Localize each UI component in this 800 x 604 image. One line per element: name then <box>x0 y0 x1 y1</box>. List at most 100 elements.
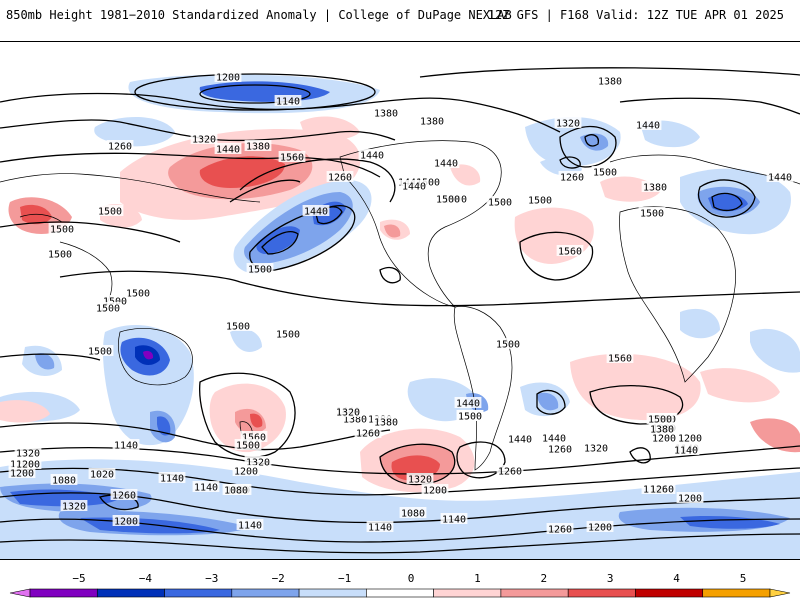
contour-label: 1200 <box>423 486 447 497</box>
contour-label: 1500 <box>593 168 617 179</box>
positive-anomaly-region <box>0 400 50 423</box>
colorbar-tick-label: −5 <box>72 572 85 585</box>
contour-label: 1380 <box>420 117 444 128</box>
contour-label: 1560 <box>280 153 304 164</box>
contour-label: 1320 <box>408 475 432 486</box>
contour-label: 1440 <box>360 151 384 162</box>
colorbar-tick-label: 0 <box>408 572 415 585</box>
colorbar-swatch <box>433 588 502 598</box>
contour-label: 1320 <box>584 444 608 455</box>
contour-label: 1260 <box>108 142 132 153</box>
positive-anomaly-region <box>700 368 780 403</box>
negative-anomaly-region <box>750 328 800 373</box>
contour-label: 1260 <box>548 445 572 456</box>
positive-anomaly-region <box>384 224 401 238</box>
anomaly-colorbar: −5 −4 −3 −2 −1 0 1 2 3 4 5 <box>0 560 800 600</box>
contour-label: 1500 <box>98 207 122 218</box>
negative-anomaly-region <box>680 308 720 339</box>
colorbar-tick-label: −2 <box>272 572 285 585</box>
contour-label: 1140 <box>160 474 184 485</box>
contour-label: 1140 <box>114 441 138 452</box>
contour-label: 1260 <box>356 429 380 440</box>
contour-label: 1500 <box>88 347 112 358</box>
contour-label: 1500 <box>276 330 300 341</box>
model-run-valid-time: 12Z GFS | F168 Valid: 12Z TUE APR 01 202… <box>487 8 784 22</box>
contour-label: 1500 <box>648 415 672 426</box>
contour-label: 1560 <box>558 247 582 258</box>
contour-label: 1320 <box>246 458 270 469</box>
contour-label: 1140 <box>238 521 262 532</box>
contour-label: 1500 <box>126 289 150 300</box>
contour-label: 1380 <box>374 109 398 120</box>
contour-label: 1200 <box>114 517 138 528</box>
contour-labels: 1200114012601320138013801320138014401440… <box>8 71 794 536</box>
positive-anomaly-region <box>450 164 481 186</box>
colorbar-swatches <box>9 588 791 598</box>
contour-label: 1080 <box>52 476 76 487</box>
contour-label: 1260 <box>328 173 352 184</box>
contour-label: 1260 <box>112 491 136 502</box>
contour-label: 1080 <box>224 486 248 497</box>
contour-label: 1440 <box>216 145 240 156</box>
contour-label: 1320 <box>192 135 216 146</box>
negative-anomaly-region <box>94 116 175 147</box>
colorbar-tick-label: 5 <box>740 572 747 585</box>
colorbar-tick-label: 3 <box>607 572 614 585</box>
contour-label: 1500 <box>48 250 72 261</box>
contour-label: 1500 <box>640 209 664 220</box>
contour-label: 1320 <box>556 119 580 130</box>
contour-label: 1200 <box>678 494 702 505</box>
contour-label: 1500 <box>528 196 552 207</box>
contour-label: 1260 <box>650 485 674 496</box>
negative-anomaly-region <box>525 116 621 167</box>
colorbar-tick-label: 1 <box>474 572 481 585</box>
positive-anomaly-region <box>250 413 263 428</box>
positive-anomaly-region <box>570 353 701 421</box>
contour-label: 1320 <box>62 502 86 513</box>
contour-label: 1500 <box>416 178 440 189</box>
contour-label: 1380 <box>343 415 367 426</box>
colorbar-max-triangle <box>769 588 791 598</box>
contour-label: 1380 <box>246 142 270 153</box>
contour-label: 1200 <box>652 434 676 445</box>
contour-label: 1260 <box>498 467 522 478</box>
colorbar-swatch <box>702 588 771 598</box>
contour-label: 1560 <box>242 433 266 444</box>
colorbar-swatch <box>366 588 434 598</box>
colorbar-min-triangle <box>9 588 31 598</box>
negative-anomaly-region <box>143 350 154 360</box>
colorbar-tick-label: 4 <box>673 572 680 585</box>
contour-label: 1140 <box>674 446 698 457</box>
contour-label: 1380 <box>598 77 622 88</box>
positive-anomaly-region <box>750 418 800 453</box>
contour-label: 1380 <box>374 418 398 429</box>
contour-label: 1140 <box>276 97 300 108</box>
colorbar-tick-label: −4 <box>139 572 153 585</box>
colorbar-swatch <box>567 588 636 598</box>
negative-anomaly-region <box>256 226 300 254</box>
colorbar-tick-label: −1 <box>338 572 351 585</box>
contour-label: 1200 <box>234 467 258 478</box>
contour-label: 1440 <box>508 435 532 446</box>
contour-label: 1080 <box>401 509 425 520</box>
contour-label: 1500 <box>436 195 460 206</box>
anomaly-map: 1200 1140 1260 1320 1380 1380 1320 1380 1440 1440… <box>0 41 800 560</box>
colorbar-swatch <box>96 588 165 598</box>
negative-anomaly-region <box>537 392 559 411</box>
negative-anomaly-region <box>230 328 262 352</box>
contour-label: 1440 <box>542 434 566 445</box>
contour-label: 1140 <box>442 515 466 526</box>
colorbar-swatch <box>635 588 704 598</box>
contour-label: 1500 <box>496 340 520 351</box>
contour-label: 1200 <box>16 460 40 471</box>
contour-label: 1500 <box>96 304 120 315</box>
negative-anomaly-region <box>35 352 55 370</box>
contour-label: 1500 <box>50 225 74 236</box>
positive-anomaly-region <box>20 204 52 225</box>
colorbar-swatch <box>164 588 233 598</box>
contour-label: 1260 <box>560 173 584 184</box>
contour-label: 1500 <box>226 322 250 333</box>
contour-label: 1440 <box>304 207 328 218</box>
colorbar-swatch <box>231 588 300 598</box>
positive-anomaly-region <box>300 116 360 141</box>
